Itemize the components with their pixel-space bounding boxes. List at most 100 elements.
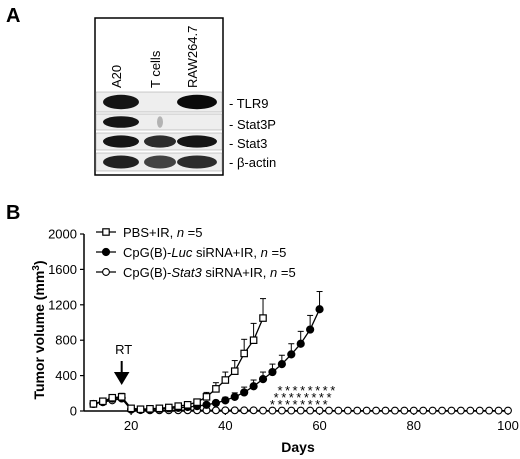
significance-mark: * bbox=[300, 383, 305, 398]
y-tick-label: 1200 bbox=[48, 297, 77, 312]
data-point-pbs bbox=[155, 404, 164, 413]
significance-mark: * bbox=[277, 383, 282, 398]
significance-mark: * bbox=[319, 390, 324, 405]
data-point-stat3 bbox=[494, 406, 503, 415]
data-point-luc bbox=[249, 382, 258, 391]
band-labels: - TLR9 - Stat3P - Stat3 - β-actin bbox=[229, 96, 276, 170]
data-point-stat3 bbox=[475, 406, 484, 415]
y-tick-label: 0 bbox=[70, 404, 77, 419]
blot-band bbox=[157, 116, 163, 128]
data-point-pbs bbox=[202, 393, 211, 401]
data-point-stat3 bbox=[259, 406, 267, 415]
data-point-luc bbox=[230, 392, 239, 401]
legend-label-stat3: CpG(B)-Stat3 siRNA+IR, n =5 bbox=[123, 265, 296, 280]
x-tick-label: 80 bbox=[407, 418, 421, 433]
y-tick-label: 800 bbox=[55, 333, 77, 348]
y-tick-label: 1600 bbox=[48, 262, 77, 277]
y-axis-title: Tumor volume (mm3) bbox=[31, 260, 48, 399]
data-point-luc bbox=[287, 350, 296, 359]
blot-band bbox=[103, 94, 139, 110]
chart-legend: PBS+IR, n =5 CpG(B)-Luc siRNA+IR, n =5 CpG… bbox=[96, 225, 296, 280]
data-point-stat3 bbox=[466, 406, 475, 415]
blot-row bbox=[95, 132, 223, 151]
blot-band bbox=[177, 135, 217, 148]
significance-mark: * bbox=[281, 390, 286, 405]
data-point-stat3 bbox=[211, 406, 220, 415]
data-point-pbs bbox=[165, 403, 173, 412]
data-point-pbs bbox=[174, 402, 183, 410]
significance-mark: * bbox=[304, 390, 309, 405]
significance-mark: * bbox=[326, 390, 331, 405]
data-point-luc bbox=[296, 339, 305, 348]
band-label-stat3: - Stat3 bbox=[229, 136, 267, 151]
x-axis-title: Days bbox=[281, 439, 315, 455]
legend-marker-stat3 bbox=[102, 268, 110, 276]
chart-series bbox=[89, 291, 512, 415]
data-point-pbs bbox=[230, 367, 239, 375]
data-point-stat3 bbox=[504, 406, 512, 415]
significance-mark: * bbox=[300, 397, 305, 412]
significance-mark: * bbox=[274, 390, 279, 405]
band-label-stat3p: - Stat3P bbox=[229, 117, 276, 132]
significance-marks: * * * * * * * ** * * * * * * ** * * * * * * * bbox=[270, 383, 335, 412]
significance-mark: * bbox=[285, 383, 290, 398]
blot-row bbox=[95, 152, 223, 172]
data-point-stat3 bbox=[447, 406, 456, 415]
data-point-stat3 bbox=[372, 406, 381, 415]
data-point-luc bbox=[277, 359, 286, 369]
blot-band bbox=[103, 155, 139, 169]
tumor-volume-chart: 0 400 800 1200 1600 2000 20 40 60 80 100 PBS+IR, n… bbox=[31, 225, 519, 455]
data-point-stat3 bbox=[362, 406, 371, 415]
y-tick-label: 400 bbox=[55, 368, 77, 383]
data-point-pbs bbox=[212, 385, 220, 393]
significance-mark: * bbox=[330, 383, 335, 398]
significance-mark: * bbox=[308, 397, 313, 412]
legend-marker-pbs bbox=[102, 228, 110, 236]
series-pbs bbox=[89, 298, 267, 414]
legend-marker-luc bbox=[101, 247, 111, 257]
data-point-luc bbox=[315, 305, 324, 314]
panel-b-letter: B bbox=[6, 202, 20, 224]
data-point-stat3 bbox=[240, 406, 249, 415]
data-point-stat3 bbox=[296, 406, 305, 415]
blot-band bbox=[144, 155, 176, 169]
data-point-luc bbox=[268, 367, 277, 377]
data-point-stat3 bbox=[381, 406, 390, 415]
data-point-stat3 bbox=[353, 406, 362, 415]
data-point-pbs bbox=[146, 404, 154, 413]
significance-mark: * bbox=[270, 397, 275, 412]
data-point-pbs bbox=[249, 336, 258, 345]
data-point-luc bbox=[211, 398, 221, 408]
data-point-luc bbox=[240, 388, 249, 397]
blot-band bbox=[177, 155, 217, 169]
band-label-tlr9: - TLR9 bbox=[229, 96, 269, 111]
data-point-stat3 bbox=[456, 406, 465, 415]
significance-mark: * bbox=[293, 397, 298, 412]
blot-band bbox=[144, 135, 176, 148]
data-point-pbs bbox=[108, 393, 117, 402]
rt-annotation: RT bbox=[113, 342, 132, 385]
data-point-stat3 bbox=[325, 406, 333, 415]
data-point-pbs bbox=[89, 400, 98, 408]
rt-arrow-icon bbox=[113, 361, 130, 385]
data-point-stat3 bbox=[343, 406, 352, 415]
data-point-stat3 bbox=[409, 406, 418, 415]
data-point-pbs bbox=[221, 376, 230, 384]
data-point-pbs bbox=[127, 404, 135, 413]
data-point-stat3 bbox=[428, 406, 437, 415]
significance-mark: * bbox=[296, 390, 301, 405]
significance-mark: * bbox=[323, 383, 328, 398]
panel-a-letter: A bbox=[6, 5, 20, 27]
data-point-pbs bbox=[183, 401, 192, 409]
significance-mark: * bbox=[308, 383, 313, 398]
data-point-stat3 bbox=[315, 406, 324, 415]
lane-label-t-cells: T cells bbox=[148, 50, 163, 88]
data-point-pbs bbox=[99, 397, 107, 406]
data-point-stat3 bbox=[277, 406, 286, 415]
band-label-beta-actin: - β-actin bbox=[229, 155, 276, 170]
data-point-stat3 bbox=[419, 406, 428, 415]
data-point-stat3 bbox=[390, 406, 399, 415]
significance-mark: * bbox=[323, 397, 328, 412]
lane-labels: A20 T cells RAW264.7 bbox=[109, 26, 200, 88]
significance-mark: * bbox=[311, 390, 316, 405]
